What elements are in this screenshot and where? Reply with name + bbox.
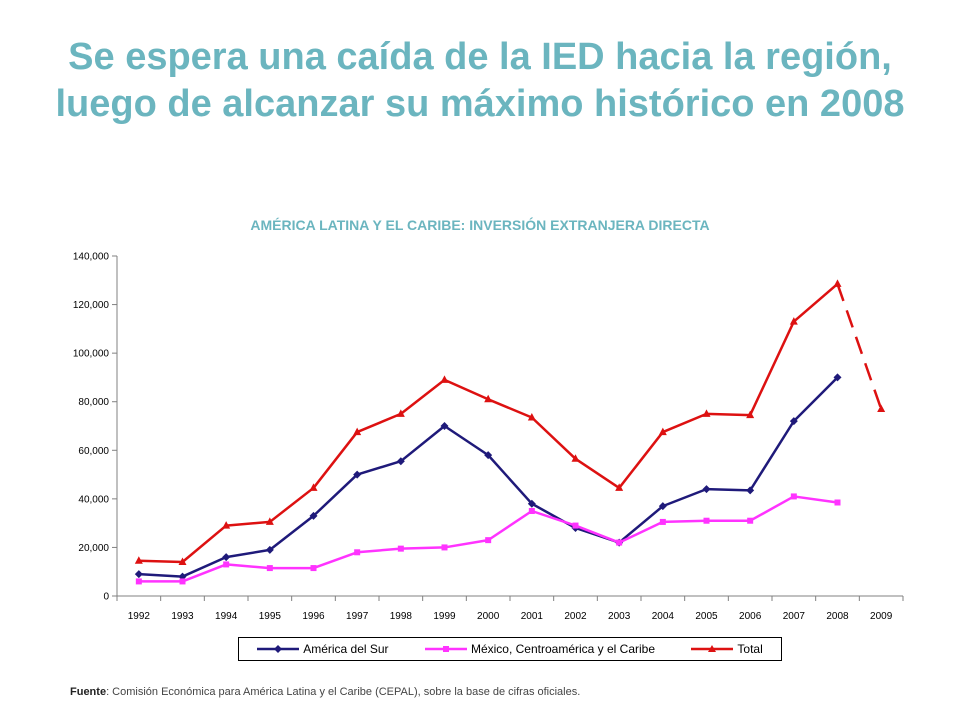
data-point [265, 545, 274, 554]
x-tick-label: 1995 [259, 611, 282, 622]
data-point [440, 375, 449, 383]
x-tick-label: 2003 [608, 611, 631, 622]
legend-label: América del Sur [303, 642, 389, 656]
y-tick-label: 120,000 [73, 300, 110, 311]
slide-title: Se espera una caída de la IED hacia la r… [55, 36, 905, 125]
data-point [441, 544, 448, 551]
data-point [134, 570, 143, 579]
data-point [222, 553, 231, 562]
x-tick-label: 2000 [477, 611, 500, 622]
x-tick-label: 2005 [695, 611, 718, 622]
data-point [703, 517, 710, 524]
data-point [789, 417, 798, 426]
data-point [134, 556, 143, 564]
x-tick-label: 2006 [739, 611, 762, 622]
data-point [789, 317, 798, 325]
y-tick-label: 20,000 [78, 543, 109, 554]
data-point [527, 499, 536, 508]
data-point [790, 493, 797, 500]
data-point [353, 427, 362, 436]
chart-legend: América del Sur México, Centroamérica y … [238, 637, 782, 661]
data-point [615, 483, 624, 491]
data-point [396, 409, 405, 417]
data-point [309, 483, 318, 491]
data-point [178, 557, 187, 565]
data-point [266, 565, 273, 572]
x-tick-label: 1993 [171, 611, 194, 622]
x-tick-label: 2001 [521, 611, 544, 622]
data-point [747, 517, 754, 524]
data-point [527, 413, 536, 421]
data-point [485, 537, 492, 544]
legend-swatch-total [691, 645, 734, 652]
data-point [484, 451, 493, 460]
y-tick-label: 40,000 [78, 494, 109, 505]
y-tick-label: 140,000 [73, 252, 110, 263]
legend-item-total: Total [691, 642, 763, 656]
data-point [833, 279, 842, 287]
x-tick-label: 1997 [346, 611, 369, 622]
series-line-projection-2 [836, 283, 883, 410]
data-point [353, 470, 362, 479]
data-point [833, 373, 842, 382]
legend-item-america-del-sur: América del Sur [257, 642, 389, 656]
data-point [354, 549, 361, 556]
data-point [265, 517, 274, 525]
data-point [440, 422, 449, 430]
x-tick-label: 2008 [826, 611, 849, 622]
x-tick-label: 2004 [652, 611, 675, 622]
series-line-0 [138, 376, 839, 578]
data-point [396, 457, 405, 466]
y-tick-label: 60,000 [78, 446, 109, 457]
data-point [702, 409, 711, 417]
chart-title: AMÉRICA LATINA Y EL CARIBE: INVERSIÓN EX… [250, 217, 710, 233]
data-point [658, 502, 667, 511]
y-tick-label: 0 [103, 592, 109, 603]
data-point [484, 394, 493, 403]
data-point [834, 499, 841, 506]
data-point [310, 565, 317, 572]
legend-swatch-america-del-sur [257, 645, 300, 653]
data-point [135, 578, 142, 585]
y-tick-label: 80,000 [78, 397, 109, 408]
legend-swatch-mexico [424, 646, 467, 652]
data-point [222, 521, 231, 529]
x-tick-label: 1998 [390, 611, 413, 622]
data-point [658, 427, 667, 436]
x-tick-label: 1996 [302, 611, 325, 622]
data-point [223, 561, 230, 568]
legend-label: México, Centroamérica y el Caribe [470, 642, 656, 656]
data-point [746, 410, 755, 419]
source-note: Fuente: Comisión Económica para América … [70, 686, 580, 698]
data-point [309, 511, 318, 520]
data-point [659, 518, 666, 525]
x-tick-label: 1999 [433, 611, 456, 622]
data-point [702, 485, 711, 494]
y-tick-label: 100,000 [73, 349, 110, 360]
x-tick-label: 2009 [870, 611, 893, 622]
x-tick-label: 1992 [128, 611, 151, 622]
data-point [571, 454, 580, 462]
data-point [572, 522, 579, 529]
legend-item-mexico: México, Centroamérica y el Caribe [424, 642, 656, 656]
source-label: Fuente [70, 686, 107, 698]
legend-label: Total [737, 642, 763, 656]
data-point [397, 545, 404, 552]
x-tick-label: 1994 [215, 611, 238, 622]
data-point [528, 508, 535, 514]
x-tick-label: 2007 [783, 611, 806, 622]
source-text: : Comisión Económica para América Latina… [106, 686, 581, 698]
data-point [179, 578, 186, 585]
data-point [746, 486, 755, 495]
data-point [877, 404, 886, 412]
data-point [616, 539, 623, 546]
x-tick-label: 2002 [564, 611, 587, 622]
